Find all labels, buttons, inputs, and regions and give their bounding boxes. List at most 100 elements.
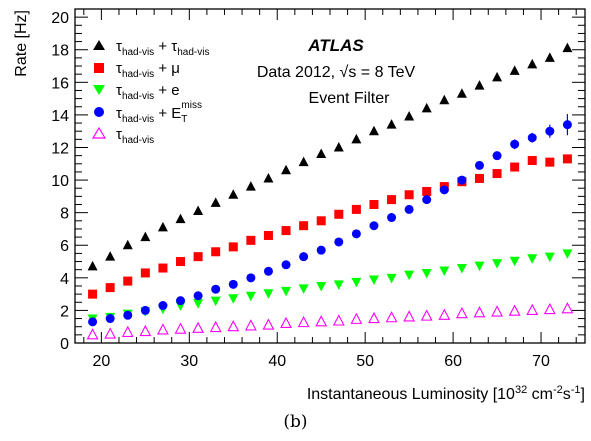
data-point [562, 120, 572, 130]
y-tick-label: 12 [51, 140, 69, 157]
data-point [369, 221, 379, 231]
x-tick-label: 30 [180, 353, 198, 370]
y-tick-label: 2 [60, 303, 69, 320]
data-point [474, 160, 484, 170]
data-point [105, 283, 115, 293]
data-point [527, 156, 537, 166]
series-2 [87, 249, 573, 325]
dataset-label: Data 2012, √s = 8 TeV [257, 64, 416, 81]
legend-label-tau-met: τhad-vis + ETmiss [116, 100, 202, 125]
plot-frame [74, 8, 586, 344]
data-point [157, 323, 169, 335]
data-point [158, 263, 168, 273]
data-point [422, 195, 432, 205]
data-point [456, 264, 467, 274]
data-point [246, 273, 256, 283]
data-point [157, 221, 168, 232]
data-point [281, 164, 292, 175]
data-point [439, 266, 450, 276]
data-point [351, 133, 362, 144]
data-point [158, 301, 168, 311]
data-point [281, 260, 291, 270]
data-point [351, 229, 361, 239]
data-point [298, 284, 309, 294]
legend-label-tau-only: τhad-vis [116, 126, 154, 146]
legend-item-tau-met: τhad-vis + ETmiss [94, 100, 202, 125]
data-point [140, 268, 150, 278]
data-point [543, 302, 556, 315]
y-tick-label: 0 [60, 336, 69, 353]
data-point [562, 154, 572, 164]
data-point [509, 256, 520, 267]
data-point [438, 308, 451, 320]
legend-item-tau-only: τhad-vis [91, 126, 154, 146]
data-point [121, 325, 134, 337]
data-point [527, 254, 538, 264]
x-tick-label: 60 [444, 353, 462, 370]
data-point [211, 284, 221, 294]
data-point [140, 305, 150, 315]
data-point [422, 186, 432, 196]
data-point [403, 310, 416, 322]
data-point [192, 321, 205, 333]
x-axis-title: Instantaneous Luminosity [1032 cm-2s-1] [307, 384, 585, 403]
data-point [299, 221, 309, 231]
data-point [176, 296, 186, 306]
data-point [316, 148, 327, 159]
y-tick-label: 6 [60, 238, 69, 255]
y-tick-label: 18 [51, 43, 69, 60]
data-point [439, 94, 450, 105]
data-point [316, 216, 326, 226]
data-point [228, 189, 239, 199]
data-point [385, 311, 398, 323]
data-point [193, 205, 204, 216]
data-point [527, 133, 537, 143]
data-point [491, 305, 503, 317]
data-point [105, 314, 115, 324]
data-point [280, 316, 292, 328]
y-tick-label: 10 [51, 173, 69, 190]
data-point [209, 320, 222, 333]
data-point [333, 141, 344, 152]
series-0 [87, 42, 573, 271]
legend-marker-magenta-open-triangle [91, 126, 107, 139]
data-point [561, 302, 574, 314]
data-point [227, 320, 240, 332]
series-4 [86, 302, 574, 340]
data-point [246, 235, 256, 245]
data-point [562, 249, 573, 259]
data-point [334, 209, 344, 219]
data-point [332, 314, 345, 326]
data-point [404, 190, 414, 200]
legend-marker-black-triangle [93, 40, 105, 50]
data-point [316, 245, 326, 255]
legend-marker-green-triangle-down [93, 85, 105, 95]
data-point [228, 242, 238, 252]
data-point [315, 315, 328, 327]
data-point [527, 58, 538, 69]
data-point [263, 266, 273, 276]
legend-marker-blue-circle [94, 107, 104, 117]
data-point [193, 252, 203, 262]
y-tick-label: 8 [60, 206, 69, 223]
data-point [420, 309, 433, 321]
data-point [88, 317, 98, 327]
data-point [174, 322, 187, 334]
data-point [316, 281, 327, 292]
data-point [86, 328, 99, 340]
atlas-label: ATLAS [307, 36, 364, 55]
data-point [139, 324, 152, 337]
data-point [350, 312, 363, 324]
data-point [492, 71, 503, 82]
legend-item-tau-tau: τhad-vis + τhad-vis [93, 38, 209, 58]
data-point [421, 268, 432, 279]
data-point [228, 294, 239, 304]
trigger-level-label: Event Filter [309, 90, 391, 107]
data-point [351, 204, 361, 214]
data-point [368, 125, 379, 136]
series-3 [88, 114, 572, 327]
data-point [263, 289, 274, 299]
data-point [492, 259, 503, 269]
y-tick-label: 16 [51, 75, 69, 92]
legend-marker-red-square [94, 63, 104, 73]
